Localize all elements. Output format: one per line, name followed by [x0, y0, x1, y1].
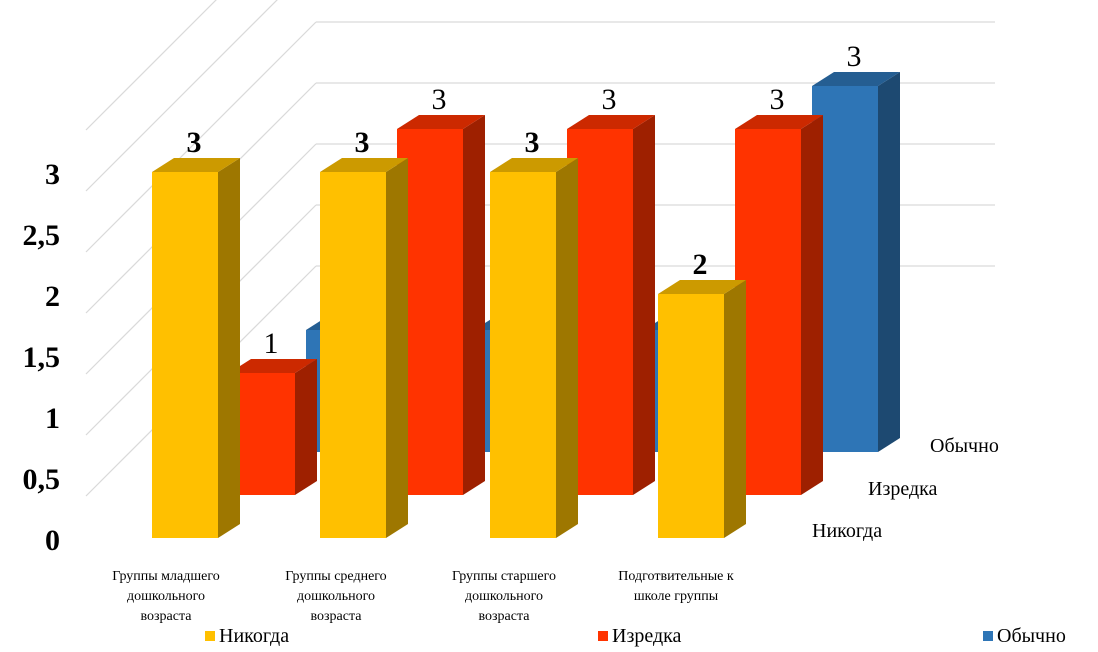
category-label: дошкольного [297, 589, 375, 604]
y-tick-label: 1,5 [23, 341, 61, 374]
legend-label: Изредка [612, 625, 682, 647]
data-label: 3 [432, 83, 447, 116]
category-label: Группы среднего [285, 569, 386, 584]
category-label: дошкольного [465, 589, 543, 604]
bar-Обычно-3 [812, 72, 900, 452]
y-tick-label: 1 [45, 402, 60, 435]
y-tick-label: 0 [45, 524, 60, 557]
bar-Никогда-1-side [386, 158, 408, 538]
gridline-diagonal [85, 0, 217, 131]
bar-Обычно-3-top [812, 72, 900, 86]
y-tick-label: 3 [45, 158, 60, 191]
bar-Никогда-0-front [152, 172, 218, 538]
legend-label: Никогда [219, 625, 289, 647]
series-axis-label: Изредка [868, 478, 938, 500]
bar-Изредка-2-side [633, 115, 655, 495]
gridline-diagonal [85, 0, 278, 192]
data-label: 3 [187, 126, 202, 159]
category-label: Группы старшего [452, 569, 556, 584]
bar-Никогда-3-top [658, 280, 746, 294]
data-label: 3 [602, 83, 617, 116]
bar-Изредка-0-side [295, 359, 317, 495]
bar-Никогда-2-front [490, 172, 556, 538]
bar-Никогда-3 [658, 280, 746, 538]
bar-Никогда-0-side [218, 158, 240, 538]
bar-Никогда-2-top [490, 158, 578, 172]
bar-Никогда-0-top [152, 158, 240, 172]
bar-Изредка-2-top [567, 115, 655, 129]
bar-Изредка-0 [229, 359, 317, 495]
bar-Изредка-1 [397, 115, 485, 495]
gridline-diagonal [85, 21, 317, 253]
bar-Изредка-1-top [397, 115, 485, 129]
bar-Никогда-0 [152, 158, 240, 538]
category-label: возраста [141, 609, 193, 624]
bar-Изредка-2 [567, 115, 655, 495]
category-label: возраста [479, 609, 531, 624]
category-label: возраста [311, 609, 363, 624]
y-tick-label: 2 [45, 280, 60, 313]
y-tick-label: 2,5 [23, 219, 61, 252]
data-label: 3 [847, 40, 862, 73]
category-label: дошкольного [127, 589, 205, 604]
bar-Никогда-2 [490, 158, 578, 538]
data-label: 1 [264, 327, 279, 360]
legend-swatch [598, 631, 608, 641]
bar-Никогда-1 [320, 158, 408, 538]
series-axis-label: Никогда [812, 520, 882, 542]
bar-Никогда-1-top [320, 158, 408, 172]
bar-Изредка-3-side [801, 115, 823, 495]
category-label: школе группы [634, 589, 719, 604]
bar-Никогда-3-front [658, 294, 724, 538]
legend-swatch [983, 631, 993, 641]
bar-Никогда-1-front [320, 172, 386, 538]
bar-Изредка-0-top [229, 359, 317, 373]
bar-Изредка-3-top [735, 115, 823, 129]
bar-Никогда-2-side [556, 158, 578, 538]
bar-Изредка-1-side [463, 115, 485, 495]
bar-Изредка-3 [735, 115, 823, 495]
bar-Никогда-3-side [724, 280, 746, 538]
bar-Обычно-3-side [878, 72, 900, 452]
category-label: Группы младшего [112, 569, 220, 584]
legend-swatch [205, 631, 215, 641]
y-tick-label: 0,5 [23, 463, 61, 496]
series-axis-label: Обычно [930, 435, 999, 457]
data-label: 2 [693, 248, 708, 281]
legend-label: Обычно [997, 625, 1066, 647]
category-label: Подготвительные к [618, 569, 734, 584]
data-label: 3 [525, 126, 540, 159]
data-label: 3 [770, 83, 785, 116]
data-label: 3 [355, 126, 370, 159]
